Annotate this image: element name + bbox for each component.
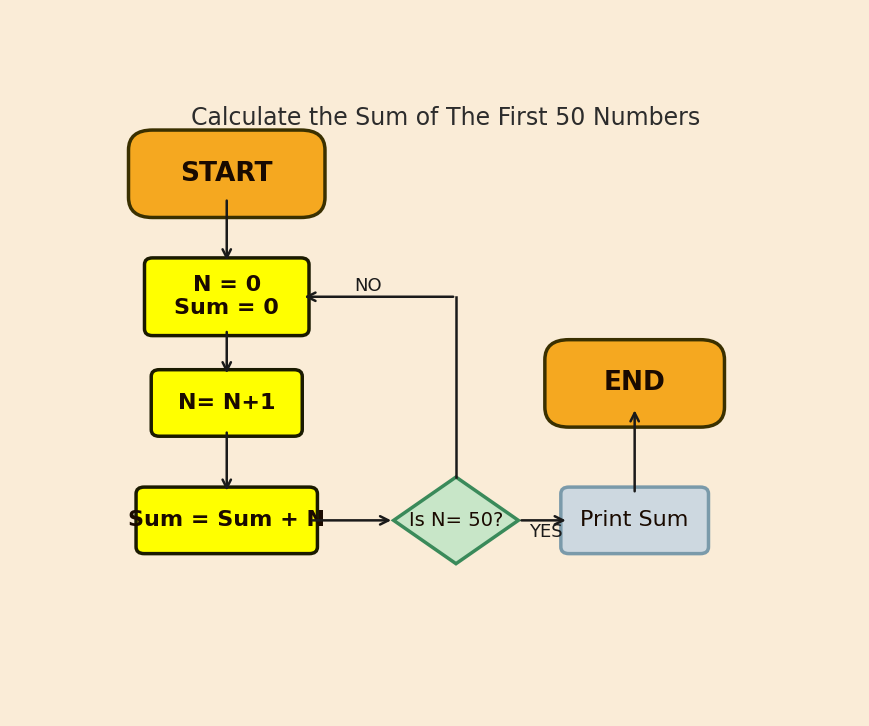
Text: YES: YES (528, 523, 562, 541)
FancyBboxPatch shape (561, 487, 707, 554)
Text: N= N+1: N= N+1 (178, 393, 275, 413)
Text: END: END (603, 370, 665, 396)
Text: NO: NO (354, 277, 381, 295)
FancyBboxPatch shape (129, 130, 325, 218)
Text: Is N= 50?: Is N= 50? (408, 511, 502, 530)
FancyBboxPatch shape (136, 487, 317, 554)
FancyBboxPatch shape (151, 370, 302, 436)
Text: Print Sum: Print Sum (580, 510, 688, 531)
Text: N = 0
Sum = 0: N = 0 Sum = 0 (174, 275, 279, 319)
Text: Calculate the Sum of The First 50 Numbers: Calculate the Sum of The First 50 Number… (191, 106, 700, 130)
FancyBboxPatch shape (144, 258, 308, 335)
Text: Sum = Sum + N: Sum = Sum + N (128, 510, 325, 531)
Text: START: START (180, 160, 273, 187)
Polygon shape (393, 477, 518, 563)
FancyBboxPatch shape (544, 340, 724, 427)
